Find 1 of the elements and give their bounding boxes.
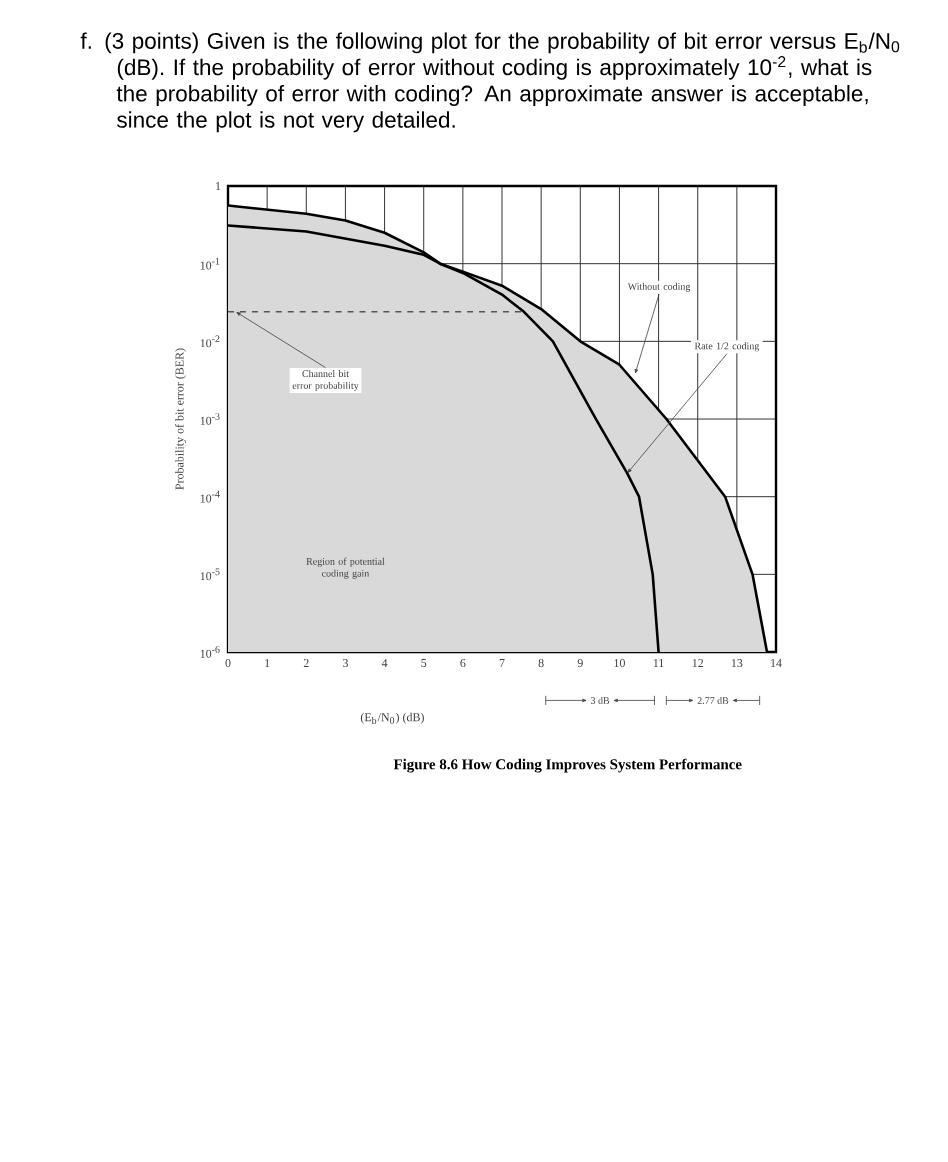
chart-title: f. (3 points) Given is the following plot for the probability of bit error versus E$_{b}$/N$_{0}$ (dB). If the probability of error without coding is approximately 10$^{-2}$, what is the probability of error with coding? An approximate answer is acceptable, since the plot is not very detailed. [80,32,900,133]
